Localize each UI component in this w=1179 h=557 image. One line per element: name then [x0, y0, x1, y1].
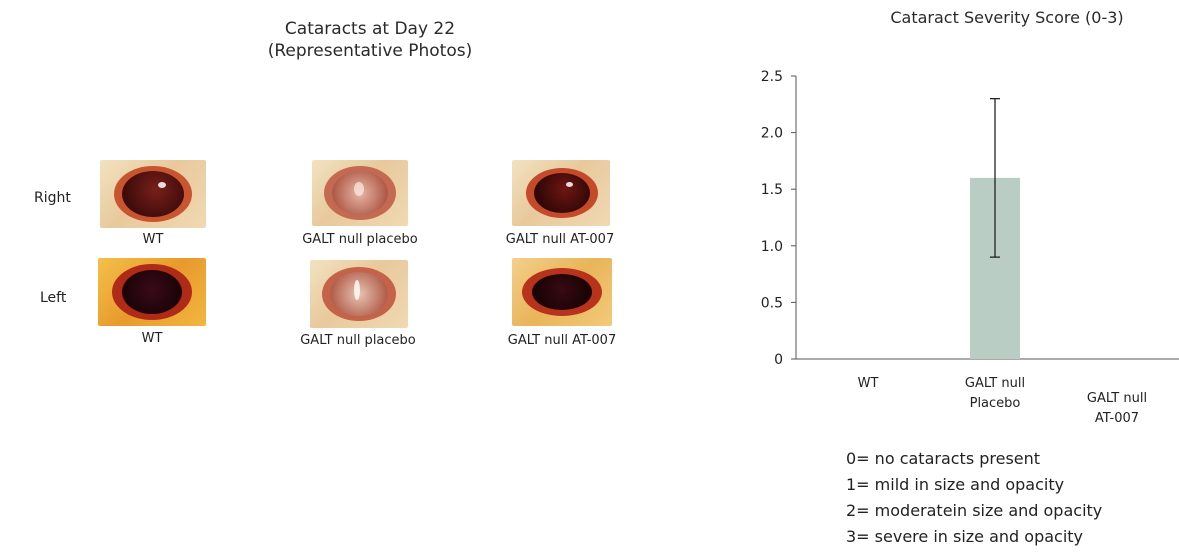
eye-photo-right-wt [100, 160, 206, 228]
eye-photo-left-at007 [512, 258, 612, 326]
caption-right-wt: WT [142, 232, 164, 247]
caption-left-at007: GALT null AT-007 [507, 333, 617, 348]
caption-right-placebo: GALT null placebo [302, 232, 418, 247]
error-bars [990, 97, 1000, 258]
y-tick-label: 2.5 [761, 69, 783, 85]
severity-chart: Cataract Severity Score (0-3) 0 0.5 1.0 1.5… [761, 8, 1179, 426]
y-tick-label: 0.5 [761, 295, 783, 311]
eye-photo-left-placebo [310, 260, 408, 328]
x-tick-label: GALT null AT-007 [1087, 391, 1147, 426]
x-tick-label: WT [858, 376, 879, 391]
eye-photo-right-at007 [512, 160, 610, 226]
y-tick-label: 0 [774, 352, 783, 368]
y-tick-label: 2.0 [761, 126, 783, 142]
row-label-left: Left [40, 290, 67, 306]
eye-photo-left-wt [98, 258, 206, 326]
caption-left-placebo: GALT null placebo [300, 333, 416, 348]
photos-title: Cataracts at Day 22 (Representative Phot… [210, 18, 530, 62]
caption-right-at007: GALT null AT-007 [505, 232, 615, 247]
row-label-right: Right [34, 190, 71, 206]
photos-title-line1: Cataracts at Day 22 [284, 19, 456, 39]
score-legend-2: 2= moderatein size and opacity [846, 501, 1103, 520]
x-tick-label: GALT null Placebo [965, 376, 1025, 411]
score-legend-1: 1= mild in size and opacity [846, 475, 1065, 494]
chart-title: Cataract Severity Score (0-3) [890, 8, 1123, 27]
score-legend: 0= no cataracts present 1= mild in size … [846, 449, 1102, 553]
photos-title-line2: (Representative Photos) [267, 41, 473, 61]
x-tick-labels: WT GALT null Placebo GALT null AT-007 [858, 376, 1148, 426]
y-ticks: 0 0.5 1.0 1.5 2.0 2.5 [761, 69, 796, 368]
caption-left-wt: WT [141, 331, 163, 346]
score-legend-0: 0= no cataracts present [846, 449, 1041, 468]
y-tick-label: 1.5 [761, 182, 783, 198]
y-tick-label: 1.0 [761, 239, 783, 255]
score-legend-3: 3= severe in size and opacity [846, 527, 1084, 546]
eye-photo-right-placebo [312, 160, 408, 226]
